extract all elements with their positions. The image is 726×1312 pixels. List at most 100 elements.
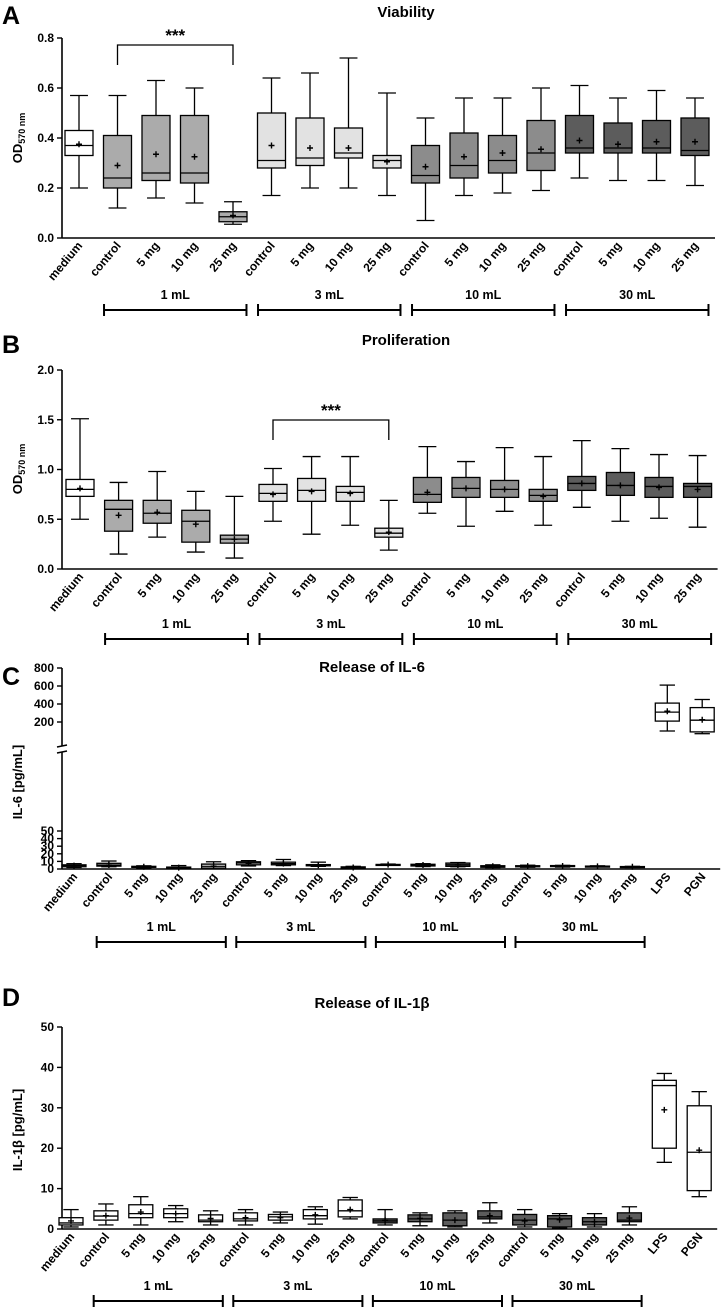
panel-d-mean-marker <box>312 1211 319 1218</box>
panel-b-box-6 <box>296 455 327 535</box>
panel-a-mean-marker <box>268 142 275 149</box>
panel-c: C Release of IL-6 IL-6 [pg/mL] 010203040… <box>2 659 721 948</box>
panel-a-box-10 <box>449 97 479 197</box>
panel-d-ytick-label: 0 <box>47 1222 54 1236</box>
panel-d-xtick-label: LPS <box>645 1230 671 1257</box>
panel-d-group-1: 3 mL <box>232 1279 364 1307</box>
panel-c-ytick-label: 0 <box>47 862 54 876</box>
panel-b-box-10 <box>451 460 481 527</box>
panel-b-group-0: 1 mL <box>104 617 249 645</box>
panel-c-xtick-label: PGN <box>681 870 708 899</box>
panel-b-box-4 <box>219 495 250 559</box>
panel-c-mean-marker <box>140 863 147 870</box>
panel-b-xtick-label: 10 mg <box>169 570 202 606</box>
panel-b-significance-label: *** <box>321 401 341 420</box>
panel-a-title: Viability <box>377 4 435 21</box>
panel-b-box-3 <box>181 490 211 553</box>
panel-d-mean-marker <box>591 1218 598 1225</box>
panel-d-box-3 <box>163 1204 189 1223</box>
panel-a-box-5 <box>256 77 287 197</box>
panel-d-box-5 <box>232 1208 259 1226</box>
panel-b-group-label: 1 mL <box>162 617 192 631</box>
panel-b-ytick-label: 0.5 <box>37 512 54 526</box>
panel-d-group-2: 10 mL <box>371 1279 504 1307</box>
panel-b-box-11 <box>489 446 520 512</box>
panel-a-significance-label: *** <box>165 26 185 45</box>
panel-d-box-16 <box>616 1206 643 1226</box>
panel-a-box-body <box>179 114 210 184</box>
panel-a-ylabel-sub: 570 nm <box>17 113 27 144</box>
panel-b-group-3: 30 mL <box>567 617 713 645</box>
panel-b-mean-marker <box>578 480 585 487</box>
panel-c-group-label: 10 mL <box>422 920 458 934</box>
panel-b-title: Proliferation <box>362 332 450 349</box>
panel-d-xtick-label: 25 mg <box>603 1230 636 1266</box>
panel-b-mean-marker <box>424 489 431 496</box>
panel-d-box-11 <box>442 1210 468 1228</box>
panel-d-xtick-label: 5 mg <box>118 1230 147 1260</box>
panel-c-mean-marker <box>280 860 287 867</box>
panel-d-box-0 <box>58 1208 84 1228</box>
panel-b-xtick-label: 25 mg <box>516 570 549 606</box>
panel-d-mean-marker <box>556 1216 563 1223</box>
panel-c-group-label: 3 mL <box>286 920 316 934</box>
panel-b-ytick-label: 1.5 <box>37 413 54 427</box>
panel-d-xtick-label: 25 mg <box>323 1230 356 1266</box>
panel-b-xtick-label: 25 mg <box>671 570 704 606</box>
panel-a-xtick-label: 25 mg <box>514 239 547 275</box>
panel-c-axis-break-mark-2 <box>56 750 68 754</box>
panel-c-box-16 <box>619 863 646 870</box>
panel-b-box-15 <box>644 453 674 519</box>
panel-a-xtick-label: 25 mg <box>668 239 701 275</box>
panel-a-box-3 <box>179 87 210 204</box>
panel-d-box-12 <box>477 1202 503 1224</box>
panel-b-mean-marker <box>501 486 508 493</box>
panel-d-mean-marker <box>626 1215 633 1222</box>
panel-b-box-9 <box>412 445 443 514</box>
panel-d: D Release of IL-1β IL-1β [pg/mL] 0 10 20 30… <box>2 984 718 1307</box>
panel-c-mean-marker <box>350 864 357 871</box>
panel-c-box-15 <box>584 863 611 870</box>
panel-a-ytick-label: 0.4 <box>37 131 54 145</box>
panel-c-label: C <box>2 663 20 691</box>
panel-b-xtick-label: 10 mg <box>478 570 511 606</box>
panel-d-mean-marker <box>347 1206 354 1213</box>
panel-c-box-3 <box>166 864 192 871</box>
panel-b-xtick-label: 5 mg <box>289 570 318 600</box>
panel-c-ytick-label: 20 <box>41 847 55 861</box>
panel-a-xtick-label: 25 mg <box>360 239 393 275</box>
panel-c-xtick-label: 10 mg <box>292 870 325 906</box>
panel-c-xtick-label: 5 mg <box>401 870 430 900</box>
panel-c-xtick-label: medium <box>40 870 80 914</box>
panel-a-xtick-label: control <box>241 239 278 279</box>
panel-a-box-body <box>564 114 595 154</box>
panel-d-xtick-label: medium <box>37 1230 77 1274</box>
panel-d-mean-marker <box>68 1217 74 1224</box>
panel-c-box-14 <box>549 862 576 869</box>
panel-d-xtick-label: control <box>215 1230 252 1270</box>
panel-c-box-12 <box>480 863 506 870</box>
panel-c-mean-marker <box>420 861 426 868</box>
panel-a-mean-marker <box>499 150 506 156</box>
panel-a-xtick-label: 5 mg <box>442 239 471 269</box>
panel-c-box-17 <box>654 684 680 732</box>
panel-c-box-5 <box>235 859 262 867</box>
panel-c-xtick-label: control <box>218 870 255 910</box>
panel-c-xtick-label: 25 mg <box>466 870 499 906</box>
panel-d-xtick-label: 25 mg <box>184 1230 217 1266</box>
panel-b-mean-marker <box>77 485 83 492</box>
panel-a-box-9 <box>410 117 441 222</box>
panel-c-ytick-label: 200 <box>34 715 54 729</box>
panel-b-xtick-label: control <box>88 570 125 610</box>
panel-b-mean-marker <box>694 486 701 493</box>
panel-a-group-label: 30 mL <box>619 288 655 302</box>
panel-c-xtick-label: 25 mg <box>606 870 639 906</box>
panel-a-ytick-label: 0.8 <box>37 31 54 45</box>
panel-a-mean-marker <box>615 141 621 148</box>
panel-b-xtick-label: 5 mg <box>444 570 473 600</box>
panel-d-mean-marker <box>661 1106 668 1113</box>
panel-a-box-14 <box>603 97 633 182</box>
panel-d-box-14 <box>546 1212 573 1229</box>
panel-b-mean-marker <box>154 509 161 516</box>
